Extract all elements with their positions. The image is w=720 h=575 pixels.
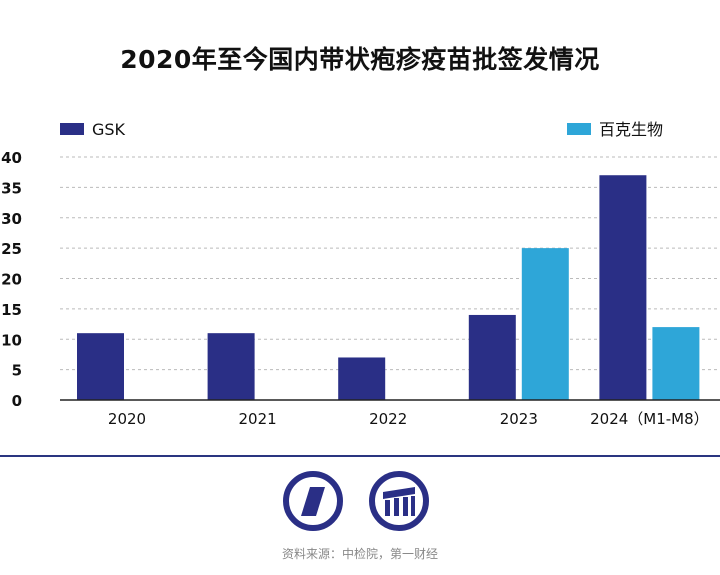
bar-baike-3	[521, 248, 569, 400]
bar-gsk-1	[207, 333, 255, 400]
bar-gsk-2	[338, 357, 386, 400]
y-tick-label: 5	[12, 362, 22, 380]
legend-label: 百克生物	[599, 120, 663, 139]
y-tick-label: 20	[1, 271, 22, 289]
y-axis-ticks: 0 5 10 15 20 25 30 35 40	[1, 149, 22, 410]
legend-swatch	[567, 123, 591, 135]
chart-title: 2020年至今国内带状疱疹疫苗批签发情况	[120, 45, 600, 74]
legend: GSK 百克生物	[60, 120, 663, 139]
x-tick-label: 2021	[239, 410, 277, 428]
bars	[77, 175, 700, 400]
bar-chart: 0 5 10 15 20 25 30 35 40 2020 2021 2022 2023 2024（M1…	[1, 120, 720, 428]
y-tick-label: 15	[1, 301, 22, 319]
media-logo-icon	[283, 471, 343, 531]
x-tick-label: 2023	[500, 410, 538, 428]
grid-lines	[60, 156, 720, 371]
x-axis-ticks: 2020 2021 2022 2023 2024（M1-M8）	[108, 410, 709, 428]
y-tick-label: 40	[1, 149, 22, 167]
x-tick-label: 2020	[108, 410, 146, 428]
divider	[0, 455, 720, 457]
bar-gsk-0	[77, 333, 124, 400]
x-tick-label: 2022	[369, 410, 407, 428]
legend-swatch	[60, 123, 84, 135]
legend-label: GSK	[92, 120, 126, 139]
finance-logo-icon	[369, 471, 429, 531]
source-note: 资料来源：中检院，第一财经	[281, 547, 438, 561]
bar-gsk-3	[468, 314, 516, 400]
x-tick-label: 2024（M1-M8）	[590, 410, 709, 428]
y-tick-label: 30	[1, 210, 22, 228]
y-tick-label: 35	[1, 179, 22, 197]
bar-baike-4	[652, 327, 700, 400]
y-tick-label: 25	[1, 240, 22, 258]
y-tick-label: 10	[1, 331, 22, 349]
y-tick-label: 0	[12, 392, 22, 410]
bar-gsk-4	[599, 175, 647, 400]
